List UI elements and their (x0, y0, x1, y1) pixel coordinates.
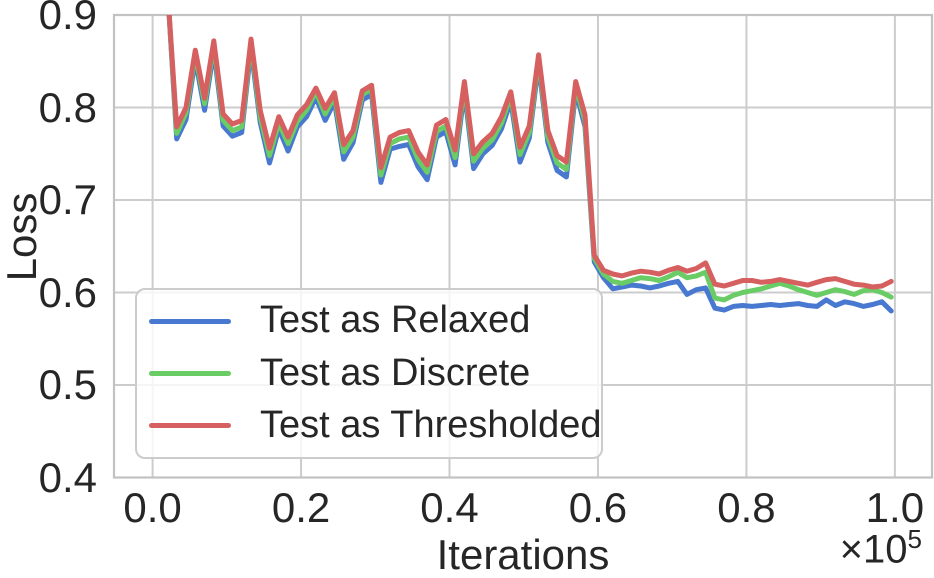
x-tick-label: 0.4 (420, 484, 479, 531)
x-tick-label: 0.8 (717, 484, 776, 531)
legend-label: Test as Relaxed (260, 299, 531, 342)
legend-line-swatch (149, 318, 231, 324)
y-tick-label: 0.8 (38, 83, 97, 131)
y-tick-label: 0.4 (38, 453, 97, 501)
x-tick-label: 1.0 (865, 484, 925, 531)
legend-item: Test as Thresholded (149, 403, 602, 447)
x-axis-title: Iterations (436, 531, 610, 578)
series-lines (166, 15, 894, 314)
x-axis-offset-label: ×105 (840, 524, 922, 572)
offset-base: ×10 (839, 527, 908, 572)
offset-exponent: 5 (907, 524, 922, 554)
x-tick-label: 0.2 (271, 484, 331, 531)
series-line-test-as-thresholded (166, 15, 894, 290)
series-line-test-as-discrete (166, 15, 894, 303)
x-tick-label: 0.6 (568, 484, 628, 531)
legend-item: Test as Discrete (149, 351, 601, 395)
y-tick-label: 0.6 (38, 268, 97, 316)
series-line-test-as-relaxed (166, 15, 894, 314)
y-axis-title: Loss (0, 192, 45, 282)
legend-label: Test as Discrete (260, 351, 531, 394)
y-tick-label: 0.7 (38, 176, 97, 223)
x-tick-label: 0.0 (123, 484, 182, 531)
legend: Test as Relaxed Test as Discrete Test as T… (135, 288, 603, 459)
y-tick-label: 0.5 (38, 361, 97, 408)
legend-line-swatch (149, 370, 231, 376)
legend-item: Test as Relaxed (149, 300, 601, 342)
legend-label: Test as Thresholded (260, 403, 602, 446)
y-tick-label: 0.9 (38, 0, 97, 38)
legend-line-swatch (149, 423, 231, 429)
plot-border (112, 13, 934, 479)
